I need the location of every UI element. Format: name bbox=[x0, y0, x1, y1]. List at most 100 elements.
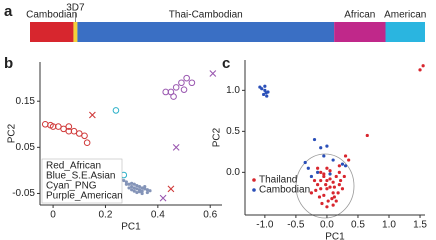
group-label: Cambodian bbox=[26, 10, 77, 21]
point bbox=[75, 130, 83, 137]
point bbox=[328, 172, 332, 176]
point bbox=[124, 182, 129, 186]
point bbox=[167, 185, 175, 193]
point bbox=[316, 166, 320, 170]
y-axis-label: PC2 bbox=[212, 127, 223, 147]
point bbox=[135, 187, 139, 191]
ancestry-segment bbox=[334, 22, 386, 42]
x-tick-label: 0 bbox=[50, 210, 56, 221]
point bbox=[316, 170, 320, 174]
x-axis-label: PC1 bbox=[121, 222, 141, 233]
point bbox=[132, 189, 136, 193]
x-tick-label: 1.0 bbox=[382, 220, 396, 231]
point bbox=[332, 185, 336, 189]
point bbox=[340, 162, 345, 166]
point bbox=[65, 127, 73, 135]
point bbox=[343, 154, 348, 158]
point bbox=[303, 160, 307, 165]
y-tick-label: 0.15 bbox=[16, 96, 36, 107]
y-tick-label: -0.05 bbox=[12, 188, 35, 199]
point bbox=[325, 187, 329, 191]
point bbox=[320, 201, 324, 206]
point bbox=[317, 195, 322, 199]
point bbox=[262, 92, 266, 97]
point bbox=[325, 178, 329, 183]
point bbox=[309, 174, 314, 179]
point bbox=[88, 111, 96, 119]
point bbox=[60, 125, 67, 133]
point bbox=[365, 133, 369, 138]
point bbox=[145, 190, 149, 195]
ancestry-segment bbox=[73, 22, 78, 42]
point bbox=[336, 191, 340, 195]
point bbox=[172, 143, 180, 151]
point bbox=[312, 137, 317, 142]
legend-box bbox=[41, 158, 123, 204]
point bbox=[140, 189, 144, 193]
group-label: 3D7 bbox=[66, 3, 85, 14]
point bbox=[124, 180, 129, 184]
point bbox=[122, 178, 126, 183]
legend-label: Thailand bbox=[259, 175, 297, 186]
point bbox=[309, 191, 314, 195]
point bbox=[137, 184, 142, 189]
ancestry-segment bbox=[385, 22, 425, 42]
point bbox=[326, 199, 330, 203]
point bbox=[135, 190, 139, 195]
point bbox=[325, 205, 329, 209]
highlight-ellipse bbox=[295, 153, 355, 219]
point bbox=[130, 184, 134, 189]
point bbox=[263, 84, 267, 88]
point bbox=[334, 174, 338, 179]
legend-label: Cambodian bbox=[259, 185, 310, 196]
point bbox=[319, 178, 323, 183]
point bbox=[132, 182, 136, 186]
point bbox=[337, 183, 341, 187]
point bbox=[81, 132, 88, 140]
point bbox=[342, 174, 346, 179]
group-label: African bbox=[344, 10, 375, 21]
point bbox=[162, 88, 169, 96]
point bbox=[337, 164, 341, 168]
ancestry-segment bbox=[77, 22, 335, 42]
point bbox=[322, 193, 326, 197]
point bbox=[183, 74, 190, 82]
point bbox=[337, 170, 341, 174]
x-tick-label: 0.6 bbox=[203, 210, 217, 221]
point bbox=[319, 187, 323, 191]
point bbox=[331, 191, 335, 195]
point bbox=[331, 180, 335, 184]
legend-marker bbox=[252, 178, 256, 182]
point bbox=[306, 166, 310, 170]
point bbox=[140, 186, 144, 190]
legend-label: Blue_S.E.Asian bbox=[46, 171, 116, 182]
point bbox=[65, 123, 73, 130]
point bbox=[418, 68, 422, 72]
point bbox=[322, 172, 326, 176]
x-tick-label: -1.0 bbox=[256, 220, 274, 231]
ancestry-segment bbox=[30, 22, 74, 42]
point bbox=[132, 186, 136, 190]
y-tick-label: 0.05 bbox=[16, 142, 36, 153]
point bbox=[41, 120, 49, 128]
y-tick-label: 0.5 bbox=[226, 126, 240, 137]
y-tick-label: 0.0 bbox=[226, 167, 240, 178]
point bbox=[324, 183, 328, 187]
point bbox=[127, 186, 131, 190]
point bbox=[83, 139, 91, 147]
point bbox=[140, 191, 144, 196]
point bbox=[130, 181, 134, 185]
point bbox=[316, 183, 320, 187]
point bbox=[338, 178, 343, 183]
point bbox=[325, 144, 329, 148]
point bbox=[263, 88, 267, 92]
legend-marker bbox=[252, 188, 256, 192]
point bbox=[143, 184, 147, 189]
point bbox=[314, 188, 318, 192]
x-tick-label: 0.0 bbox=[320, 220, 334, 231]
group-label: Thai-Cambodian bbox=[169, 10, 243, 21]
point bbox=[145, 188, 149, 192]
point bbox=[421, 64, 425, 68]
legend-label: Cyan_PNG bbox=[46, 181, 97, 192]
